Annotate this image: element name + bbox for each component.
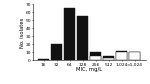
Bar xyxy=(90,56,101,60)
Bar xyxy=(64,8,75,60)
Bar xyxy=(103,56,114,60)
Bar xyxy=(129,52,140,60)
Bar xyxy=(51,44,62,60)
Bar xyxy=(103,58,114,60)
Bar xyxy=(90,52,101,60)
Bar xyxy=(77,16,88,60)
Bar xyxy=(129,52,140,60)
Bar xyxy=(116,52,127,60)
Bar xyxy=(38,59,49,60)
Y-axis label: No. isolates: No. isolates xyxy=(20,17,25,48)
X-axis label: MIC, mg/L: MIC, mg/L xyxy=(76,67,102,72)
Bar xyxy=(116,51,127,60)
